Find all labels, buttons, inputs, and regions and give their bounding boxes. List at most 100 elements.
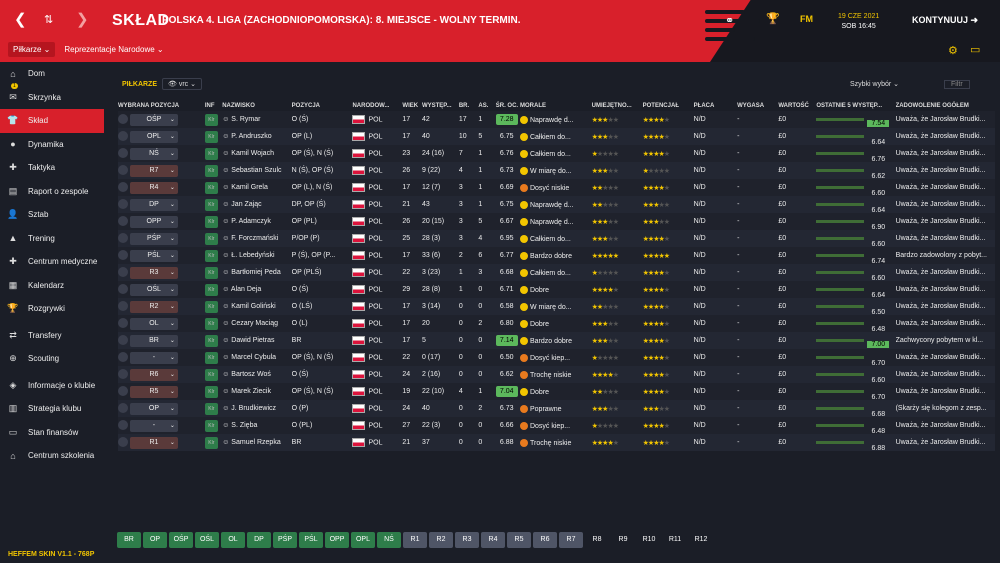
column-header[interactable]: POTENCJAŁ: [642, 102, 679, 109]
player-name[interactable]: Bartosz Woś: [231, 371, 271, 378]
select-circle[interactable]: [118, 385, 128, 396]
position-select[interactable]: OP ⌄: [129, 402, 178, 415]
table-row[interactable]: R7 ⌄ Klr ☺ Sebastian Szulc N (Ś), OP (Ś) …: [118, 162, 995, 179]
position-tab[interactable]: R11: [668, 536, 682, 543]
player-name[interactable]: J. Brudkiewicz: [231, 405, 277, 412]
select-circle[interactable]: [118, 351, 128, 362]
select-circle[interactable]: [118, 317, 128, 328]
table-row[interactable]: PŚL ⌄ Klr ☺ Ł. Lebedyński P (Ś), OP (P...…: [118, 247, 995, 264]
player-name[interactable]: F. Forczmański: [231, 235, 279, 242]
sidebar-item-9[interactable]: ▦ Kalendarz: [0, 274, 104, 298]
info-badge[interactable]: Klr: [204, 249, 218, 262]
column-header[interactable]: AS.: [478, 102, 489, 109]
select-circle[interactable]: [118, 402, 128, 413]
column-header[interactable]: UMIEJĘTNO...: [591, 102, 632, 109]
table-row[interactable]: R5 ⌄ Klr ☺ Marek Ziecik OP (Ś), N (Ś) POL…: [118, 383, 995, 400]
position-select[interactable]: PŚP ⌄: [129, 232, 178, 245]
column-header[interactable]: ZADOWOLENIE OGÓŁEM: [895, 102, 969, 109]
player-name[interactable]: Marcel Cybula: [231, 354, 277, 361]
position-tab[interactable]: OPP: [325, 532, 349, 548]
info-badge[interactable]: Klr: [204, 385, 218, 398]
column-header[interactable]: MORALE: [519, 102, 546, 109]
player-name[interactable]: Dawid Pietras: [231, 337, 275, 344]
position-tab[interactable]: BR: [117, 532, 141, 548]
position-select[interactable]: - ⌄: [129, 351, 178, 364]
select-circle[interactable]: [118, 215, 128, 226]
position-tab[interactable]: R9: [618, 536, 628, 543]
player-name[interactable]: Jan Zając: [231, 201, 262, 208]
player-name[interactable]: S. Rymar: [231, 116, 261, 123]
position-select[interactable]: OŚL ⌄: [129, 283, 178, 296]
column-header[interactable]: NARODOW...: [352, 102, 390, 109]
sidebar-item-7[interactable]: ▲ Trening: [0, 227, 104, 251]
position-tab[interactable]: OL: [221, 532, 245, 548]
info-badge[interactable]: Klr: [204, 300, 218, 313]
tab-players[interactable]: Piłkarze ⌄: [8, 42, 56, 57]
view-selector[interactable]: 👁 vrc ⌄: [162, 78, 202, 90]
info-badge[interactable]: Klr: [204, 317, 218, 330]
position-tab[interactable]: R7: [559, 532, 583, 548]
table-row[interactable]: R6 ⌄ Klr ☺ Bartosz Woś O (Ś) POL 24 2 (16…: [118, 366, 995, 383]
sidebar-item-4[interactable]: ✚ Taktyka: [0, 156, 104, 180]
select-circle[interactable]: [118, 334, 128, 345]
player-name[interactable]: Cezary Maciąg: [231, 320, 278, 327]
info-badge[interactable]: Klr: [204, 402, 218, 415]
sidebar-item-6[interactable]: 👤 Sztab: [0, 203, 104, 227]
info-badge[interactable]: Klr: [204, 266, 218, 279]
table-row[interactable]: PŚP ⌄ Klr ☺ F. Forczmański P/OP (P) POL 2…: [118, 230, 995, 247]
position-select[interactable]: R3 ⌄: [129, 266, 178, 279]
position-tab[interactable]: R5: [507, 532, 531, 548]
info-badge[interactable]: Klr: [204, 436, 218, 449]
binoculars-icon[interactable]: ⚭: [725, 15, 735, 27]
player-name[interactable]: S. Zięba: [231, 422, 258, 429]
select-circle[interactable]: [118, 130, 128, 141]
position-select[interactable]: PŚL ⌄: [129, 249, 178, 262]
position-select[interactable]: OL ⌄: [129, 317, 178, 330]
table-row[interactable]: DP ⌄ Klr ☺ Jan Zając DP, OP (Ś) POL 21 43…: [118, 196, 995, 213]
column-header[interactable]: NAZWISKO: [222, 102, 255, 109]
back-icon[interactable]: ❮: [14, 11, 27, 28]
player-name[interactable]: Sebastian Szulc: [231, 167, 282, 174]
position-select[interactable]: R2 ⌄: [129, 300, 178, 313]
select-circle[interactable]: [118, 249, 128, 260]
column-header[interactable]: OSTATNIE 5 WYSTĘP...: [816, 102, 882, 109]
table-row[interactable]: R4 ⌄ Klr ☺ Kamil Grela OP (L), N (Ś) POL …: [118, 179, 995, 196]
info-badge[interactable]: Klr: [204, 419, 218, 432]
table-row[interactable]: - ⌄ Klr ☺ Marcel Cybula OP (Ś), N (Ś) POL…: [118, 349, 995, 366]
sidebar-item-15[interactable]: ▭ Stan finansów: [0, 421, 104, 445]
sidebar-item-14[interactable]: ▥ Strategia klubu: [0, 397, 104, 421]
info-badge[interactable]: Klr: [204, 181, 218, 194]
position-select[interactable]: R4 ⌄: [129, 181, 178, 194]
position-tab[interactable]: R2: [429, 532, 453, 548]
continue-button[interactable]: KONTYNUUJ ➜: [912, 15, 978, 26]
monitor-icon[interactable]: ▭: [970, 44, 981, 56]
table-row[interactable]: R1 ⌄ Klr ☺ Samuel Rzepka BR POL 21 37 0 0…: [118, 434, 995, 451]
info-badge[interactable]: Klr: [204, 215, 218, 228]
table-row[interactable]: OŚL ⌄ Klr ☺ Alan Deja O (Ś) POL 29 28 (8)…: [118, 281, 995, 298]
table-row[interactable]: OPL ⌄ Klr ☺ P. Andruszko OP (L) POL 17 40…: [118, 128, 995, 145]
position-select[interactable]: BR ⌄: [129, 334, 178, 347]
column-header[interactable]: WYGASA: [737, 102, 765, 109]
table-row[interactable]: NŚ ⌄ Klr ☺ Kamil Wojach OP (Ś), N (Ś) POL…: [118, 145, 995, 162]
fm-logo-icon[interactable]: FM: [800, 14, 813, 24]
position-tab[interactable]: R1: [403, 532, 427, 548]
column-header[interactable]: POZYCJA: [291, 102, 321, 109]
info-badge[interactable]: Klr: [204, 232, 218, 245]
select-circle[interactable]: [118, 113, 128, 124]
position-select[interactable]: NŚ ⌄: [129, 147, 178, 160]
position-tab[interactable]: R6: [533, 532, 557, 548]
table-row[interactable]: R2 ⌄ Klr ☺ Kamil Goliński O (LŚ) POL 17 3…: [118, 298, 995, 315]
position-select[interactable]: R1 ⌄: [129, 436, 178, 449]
position-select[interactable]: OPL ⌄: [129, 130, 178, 143]
position-tab[interactable]: R10: [642, 536, 656, 543]
column-header[interactable]: WIEK: [402, 102, 419, 109]
position-select[interactable]: - ⌄: [129, 419, 178, 432]
position-tab[interactable]: PŚL: [299, 532, 323, 548]
updown-icon[interactable]: ⇅: [44, 14, 54, 26]
sidebar-item-13[interactable]: ◈ Informacje o klubie: [0, 374, 104, 398]
select-circle[interactable]: [118, 164, 128, 175]
sidebar-item-0[interactable]: ⌂ Dom: [0, 62, 104, 86]
position-tab[interactable]: R3: [455, 532, 479, 548]
sidebar-item-5[interactable]: ▤ Raport o zespole: [0, 180, 104, 204]
position-tab[interactable]: OŚL: [195, 532, 219, 548]
